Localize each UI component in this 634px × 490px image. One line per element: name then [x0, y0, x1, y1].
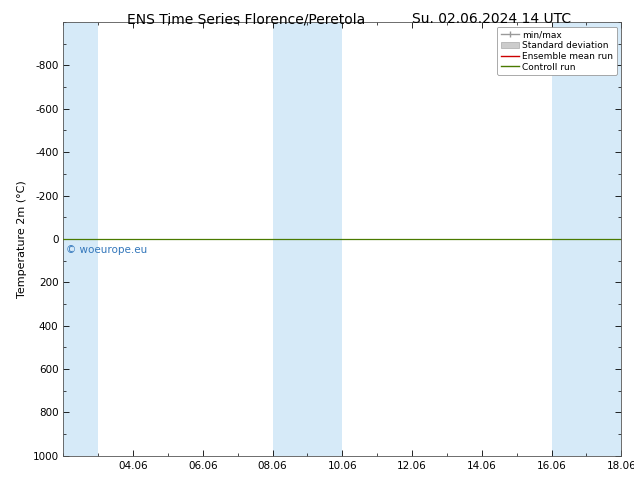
- Y-axis label: Temperature 2m (°C): Temperature 2m (°C): [17, 180, 27, 298]
- Legend: min/max, Standard deviation, Ensemble mean run, Controll run: min/max, Standard deviation, Ensemble me…: [497, 26, 617, 75]
- Bar: [63, 22, 98, 456]
- Text: ENS Time Series Florence/Peretola: ENS Time Series Florence/Peretola: [127, 12, 365, 26]
- Text: © woeurope.eu: © woeurope.eu: [66, 245, 148, 255]
- Bar: [273, 22, 342, 456]
- Bar: [552, 22, 621, 456]
- Text: Su. 02.06.2024 14 UTC: Su. 02.06.2024 14 UTC: [412, 12, 571, 26]
